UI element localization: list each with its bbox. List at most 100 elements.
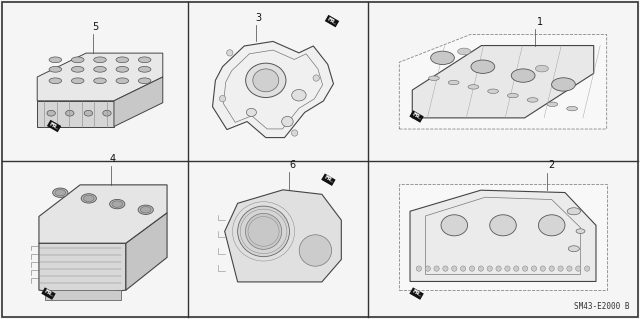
- Ellipse shape: [116, 66, 129, 72]
- Circle shape: [540, 266, 545, 271]
- Ellipse shape: [112, 201, 123, 207]
- Ellipse shape: [138, 57, 151, 63]
- Ellipse shape: [72, 78, 84, 84]
- Text: FR.: FR.: [411, 112, 422, 121]
- Polygon shape: [399, 34, 607, 129]
- Polygon shape: [37, 101, 114, 127]
- Text: FR.: FR.: [411, 289, 422, 298]
- Ellipse shape: [140, 207, 151, 213]
- Ellipse shape: [488, 89, 499, 93]
- Ellipse shape: [536, 65, 548, 72]
- Ellipse shape: [49, 66, 61, 72]
- Text: FR.: FR.: [43, 289, 54, 298]
- Polygon shape: [410, 190, 596, 281]
- Ellipse shape: [93, 78, 106, 84]
- Polygon shape: [399, 184, 607, 290]
- Ellipse shape: [93, 66, 106, 72]
- Polygon shape: [45, 290, 122, 300]
- Polygon shape: [412, 46, 594, 118]
- Polygon shape: [225, 190, 341, 282]
- Ellipse shape: [55, 189, 66, 196]
- Ellipse shape: [567, 208, 580, 215]
- Circle shape: [487, 266, 492, 271]
- Ellipse shape: [511, 69, 535, 82]
- Ellipse shape: [116, 78, 129, 84]
- Text: 1: 1: [537, 17, 543, 26]
- Ellipse shape: [93, 57, 106, 63]
- Text: FR.: FR.: [49, 121, 60, 131]
- Circle shape: [549, 266, 554, 271]
- Ellipse shape: [52, 188, 68, 197]
- Ellipse shape: [547, 102, 558, 107]
- Ellipse shape: [429, 76, 439, 80]
- Ellipse shape: [576, 229, 585, 234]
- Ellipse shape: [109, 199, 125, 209]
- Ellipse shape: [508, 93, 518, 98]
- Ellipse shape: [246, 63, 286, 98]
- Circle shape: [496, 266, 501, 271]
- Text: FR.: FR.: [323, 175, 334, 184]
- Text: 3: 3: [255, 13, 262, 23]
- Text: 2: 2: [548, 160, 555, 170]
- Polygon shape: [212, 41, 333, 137]
- Ellipse shape: [568, 246, 579, 252]
- Circle shape: [461, 266, 466, 271]
- Ellipse shape: [83, 195, 94, 202]
- Ellipse shape: [292, 90, 306, 101]
- Circle shape: [567, 266, 572, 271]
- Polygon shape: [114, 77, 163, 127]
- Ellipse shape: [81, 194, 97, 203]
- Circle shape: [531, 266, 537, 271]
- Ellipse shape: [282, 116, 293, 127]
- Ellipse shape: [138, 78, 151, 84]
- Circle shape: [227, 50, 233, 56]
- Ellipse shape: [84, 110, 93, 116]
- Ellipse shape: [552, 78, 575, 91]
- Circle shape: [469, 266, 475, 271]
- Ellipse shape: [49, 57, 61, 63]
- Ellipse shape: [490, 215, 516, 236]
- Ellipse shape: [47, 110, 56, 116]
- Circle shape: [584, 266, 590, 271]
- Ellipse shape: [138, 66, 151, 72]
- Ellipse shape: [246, 108, 257, 116]
- Ellipse shape: [116, 57, 129, 63]
- Ellipse shape: [72, 66, 84, 72]
- Ellipse shape: [65, 110, 74, 116]
- Ellipse shape: [72, 57, 84, 63]
- Circle shape: [522, 266, 528, 271]
- Ellipse shape: [468, 85, 479, 89]
- Circle shape: [425, 266, 430, 271]
- Circle shape: [220, 95, 226, 102]
- Ellipse shape: [253, 69, 279, 92]
- Ellipse shape: [431, 51, 454, 64]
- Text: FR.: FR.: [326, 16, 338, 26]
- Ellipse shape: [567, 106, 577, 111]
- Polygon shape: [126, 213, 167, 290]
- Text: 4: 4: [109, 154, 116, 164]
- Circle shape: [416, 266, 422, 271]
- Circle shape: [443, 266, 448, 271]
- Circle shape: [313, 75, 319, 81]
- Circle shape: [452, 266, 457, 271]
- Ellipse shape: [237, 206, 289, 257]
- Circle shape: [558, 266, 563, 271]
- Polygon shape: [39, 243, 126, 295]
- Circle shape: [514, 266, 519, 271]
- Circle shape: [478, 266, 483, 271]
- Circle shape: [434, 266, 439, 271]
- Text: 5: 5: [92, 22, 98, 32]
- Text: 6: 6: [289, 160, 295, 170]
- Ellipse shape: [448, 80, 459, 85]
- Ellipse shape: [245, 213, 282, 249]
- Circle shape: [291, 130, 298, 136]
- Polygon shape: [39, 185, 167, 243]
- Ellipse shape: [49, 78, 61, 84]
- Text: SM43-E2000 B: SM43-E2000 B: [575, 302, 630, 311]
- Ellipse shape: [441, 215, 468, 236]
- Ellipse shape: [300, 235, 332, 266]
- Ellipse shape: [103, 110, 111, 116]
- Circle shape: [575, 266, 581, 271]
- Polygon shape: [37, 53, 163, 101]
- Ellipse shape: [458, 48, 470, 55]
